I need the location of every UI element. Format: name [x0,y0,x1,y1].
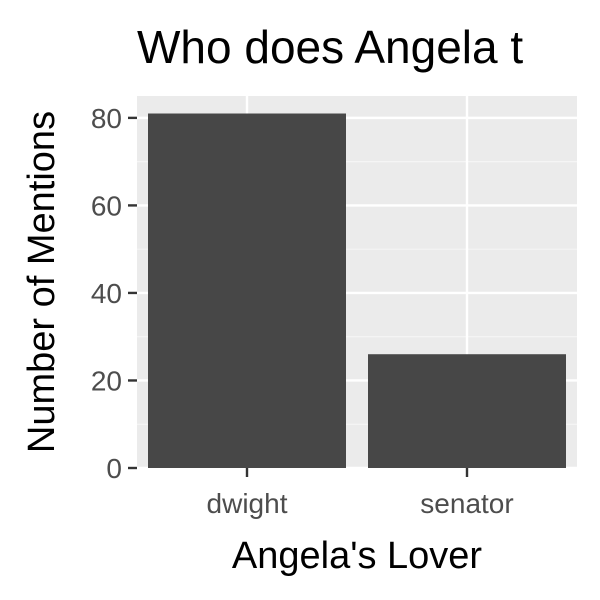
bar-dwight [148,113,346,468]
y-tick-label: 60 [91,190,122,221]
bar-senator [368,354,566,468]
x-axis: dwight senator [207,468,514,519]
y-tick-label: 80 [91,103,122,134]
y-axis-title: Number of Mentions [21,111,63,453]
x-tick-label: dwight [207,488,288,519]
x-tick-label: senator [420,488,513,519]
chart-title: Who does Angela t [137,21,523,73]
x-axis-title: Angela's Lover [232,535,483,577]
y-tick-label: 0 [106,453,122,484]
y-tick-label: 40 [91,278,122,309]
y-axis: 0 20 40 60 80 [91,103,137,484]
bars [148,113,566,468]
y-tick-label: 20 [91,365,122,396]
